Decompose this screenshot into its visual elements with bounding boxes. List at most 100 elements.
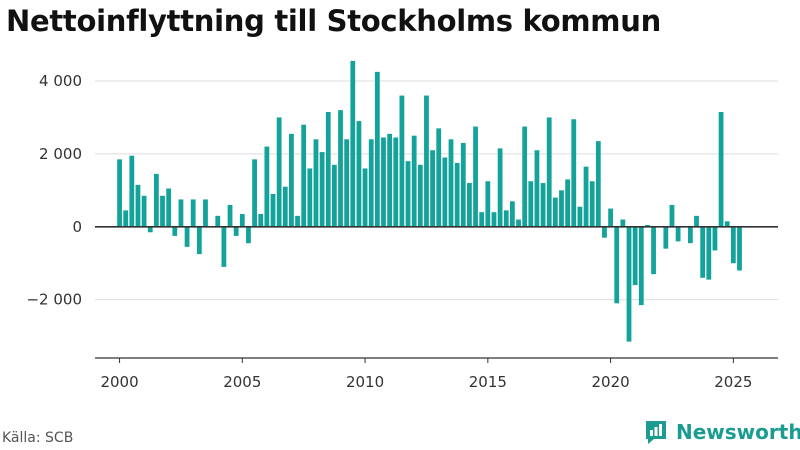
bar: [485, 181, 491, 227]
bar: [221, 226, 227, 267]
bar: [614, 226, 620, 304]
bar: [184, 226, 190, 247]
bar: [718, 111, 724, 227]
bar: [712, 226, 718, 251]
bar: [454, 162, 460, 227]
bar: [141, 195, 147, 227]
bar: [166, 188, 172, 227]
bar: [552, 197, 558, 227]
bar: [196, 226, 202, 255]
source-note: Källa: SCB: [2, 430, 74, 446]
bar: [669, 204, 675, 227]
x-tick-label: 2025: [714, 373, 752, 391]
bar: [424, 95, 429, 227]
bar: [540, 183, 546, 227]
bar: [620, 219, 626, 227]
bar: [350, 60, 356, 227]
y-tick-label: 4 000: [39, 72, 82, 90]
x-tick-label: 2010: [346, 373, 384, 391]
bar: [516, 219, 521, 227]
bar: [602, 226, 607, 238]
bar: [430, 150, 435, 227]
bar: [381, 137, 386, 227]
bar: [645, 224, 650, 227]
bar: [528, 181, 534, 227]
bar: [467, 183, 472, 227]
bar: [663, 226, 669, 249]
bar: [559, 190, 564, 227]
bar: [301, 124, 307, 227]
newsworthy-logo[interactable]: Newsworthy: [644, 419, 800, 445]
y-tick-label: −2 000: [26, 291, 82, 309]
bar: [203, 199, 208, 227]
bar: [687, 226, 693, 244]
bar: [270, 193, 276, 227]
bar: [190, 199, 196, 227]
bar: [460, 142, 466, 227]
bar: [215, 215, 221, 227]
bar: [706, 226, 712, 280]
bar: [387, 133, 393, 227]
bar: [497, 148, 503, 227]
y-tick-label: 0: [72, 218, 82, 236]
bar: [405, 161, 411, 227]
bar: [608, 208, 613, 227]
bar: [307, 168, 313, 227]
bar: [522, 126, 528, 227]
bar: [239, 214, 245, 227]
bar: [442, 157, 448, 227]
x-tick-label: 2020: [591, 373, 629, 391]
bar: [700, 226, 706, 278]
bar: [313, 139, 319, 227]
bar: [417, 164, 423, 227]
bar: [160, 195, 165, 227]
bar: [577, 206, 583, 227]
bar: [393, 137, 399, 227]
bar: [448, 139, 454, 227]
bar: [534, 150, 540, 227]
bar: [737, 226, 742, 271]
bar: [694, 215, 699, 227]
bar: [583, 166, 589, 227]
bar: [730, 226, 736, 264]
bar: [368, 139, 374, 227]
bar: [295, 215, 300, 227]
chart-bubble-icon: [646, 421, 666, 444]
bar: [331, 164, 337, 227]
bar: [282, 186, 288, 227]
bar: [724, 221, 730, 227]
bar: [491, 212, 497, 227]
bar: [264, 146, 270, 227]
bar: [411, 135, 417, 227]
bar: [233, 226, 239, 236]
bar: [227, 204, 233, 227]
bar: [153, 173, 159, 227]
x-tick-label: 2015: [469, 373, 507, 391]
bar: [289, 133, 294, 227]
bar: [178, 199, 184, 227]
bar: [374, 71, 380, 227]
bar: [675, 226, 681, 242]
bar: [252, 159, 257, 227]
x-tick-label: 2005: [223, 373, 261, 391]
x-axis-ticks: 2000 2005 2010 2015 2020 2025: [100, 358, 752, 391]
bar: [626, 226, 632, 342]
bar: [565, 179, 571, 227]
bar: [147, 226, 153, 233]
bar: [276, 117, 282, 227]
bar: [638, 226, 644, 306]
bar: [473, 126, 478, 227]
bar: [479, 212, 485, 227]
bar: [246, 226, 251, 244]
brand-name: Newsworthy: [676, 420, 800, 444]
bar: [258, 214, 264, 227]
bar: [436, 128, 442, 227]
y-axis-ticks: −2 000 0 2 000 4 000: [26, 72, 82, 309]
bar: [571, 119, 577, 227]
bar: [362, 168, 368, 227]
bar: [651, 226, 656, 275]
bar: [509, 201, 515, 227]
bar: [135, 184, 141, 227]
bar: [117, 159, 122, 227]
bar: [589, 181, 595, 227]
